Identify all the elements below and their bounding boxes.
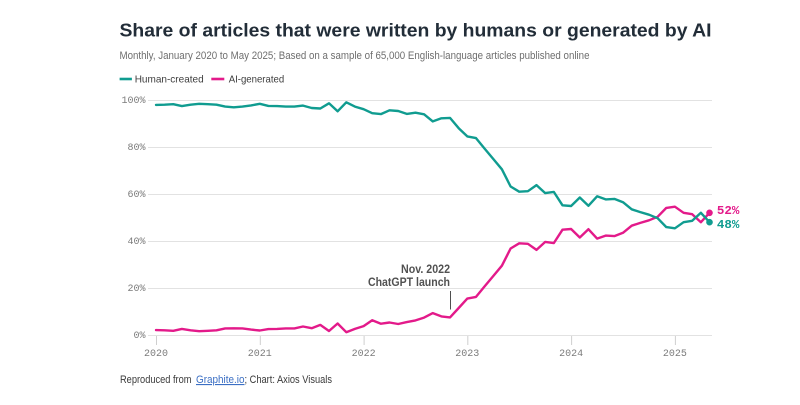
svg-text:100%: 100% [121,96,145,107]
svg-text:Reproduced from: Reproduced from [120,374,192,386]
svg-text:Graphite.io: Graphite.io [196,374,245,386]
svg-text:40%: 40% [127,237,145,248]
svg-text:52%: 52% [717,204,740,218]
svg-text:Share of articles that were wr: Share of articles that were written by h… [120,20,712,41]
svg-text:2023: 2023 [455,349,479,360]
svg-text:; Chart: Axios Visuals: ; Chart: Axios Visuals [245,374,333,386]
svg-text:0%: 0% [133,331,145,342]
svg-text:Nov. 2022: Nov. 2022 [401,262,450,276]
svg-text:AI-generated: AI-generated [229,75,285,86]
svg-text:48%: 48% [717,218,740,232]
svg-text:ChatGPT launch: ChatGPT launch [368,275,450,289]
svg-text:2025: 2025 [663,349,687,360]
svg-text:20%: 20% [127,284,145,295]
svg-text:2024: 2024 [559,349,583,360]
svg-text:60%: 60% [127,190,145,201]
svg-text:Monthly, January 2020 to May 2: Monthly, January 2020 to May 2025; Based… [120,50,590,62]
svg-text:80%: 80% [127,143,145,154]
svg-text:2020: 2020 [144,349,168,360]
svg-text:2021: 2021 [248,349,272,360]
svg-text:2022: 2022 [352,349,376,360]
svg-text:Human-created: Human-created [135,75,204,86]
